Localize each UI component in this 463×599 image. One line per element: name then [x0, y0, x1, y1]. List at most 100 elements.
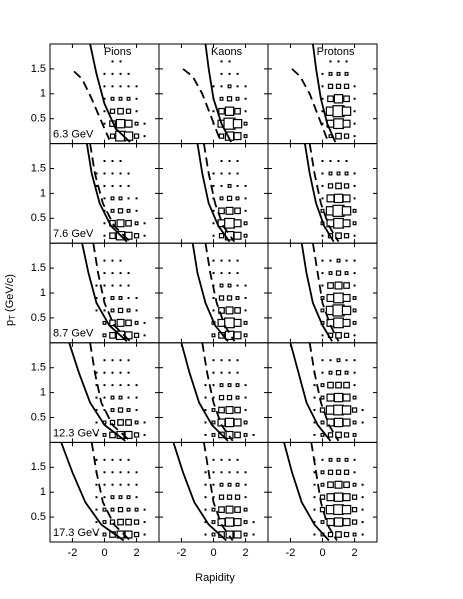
count-box [143, 234, 146, 237]
count-box [220, 72, 223, 75]
count-box [125, 108, 132, 114]
count-box [320, 470, 325, 475]
count-box [345, 359, 348, 362]
count-box [353, 184, 356, 187]
solid-curve [89, 44, 131, 143]
count-box [333, 217, 344, 229]
count-box [352, 482, 357, 487]
y-tick-label: 0.5 [31, 411, 46, 423]
count-box [127, 197, 130, 200]
count-box [328, 370, 333, 375]
count-box [111, 184, 114, 187]
count-box [116, 219, 125, 228]
count-box [143, 508, 146, 511]
count-box [243, 520, 248, 525]
count-box [243, 121, 248, 126]
count-box [95, 296, 98, 299]
y-label-unit: (GeV/c) [4, 274, 16, 312]
count-box [343, 133, 350, 139]
count-box [343, 381, 350, 389]
count-box [244, 197, 247, 200]
solid-curve [180, 342, 229, 442]
count-box [352, 420, 357, 425]
count-box [321, 234, 324, 237]
count-box [218, 295, 225, 301]
count-box [119, 458, 122, 461]
count-box [204, 433, 207, 436]
count-box [226, 494, 233, 500]
solid-curve [172, 442, 227, 542]
count-box [127, 296, 130, 299]
count-box [353, 371, 356, 374]
y-tick-label: 0.5 [31, 113, 46, 125]
count-box [234, 207, 241, 215]
solid-curve [196, 143, 231, 243]
column-title: Pions [104, 46, 132, 58]
count-box [111, 160, 114, 163]
count-box [135, 384, 138, 387]
count-box [321, 72, 324, 75]
count-box [344, 71, 349, 76]
count-box [127, 371, 130, 374]
count-box [236, 259, 239, 262]
count-box [342, 518, 351, 527]
count-box [117, 518, 124, 526]
count-box [327, 95, 334, 103]
count-box [212, 296, 215, 299]
count-box [135, 483, 138, 486]
count-box [110, 296, 115, 300]
count-box [211, 408, 216, 413]
count-box [227, 383, 232, 388]
count-box [110, 408, 115, 413]
count-box [333, 317, 344, 329]
count-box [211, 532, 216, 537]
count-box [111, 172, 114, 175]
count-box [103, 122, 106, 125]
count-box [320, 432, 325, 437]
count-box [135, 471, 138, 474]
count-box [212, 184, 215, 187]
count-box [95, 184, 98, 187]
count-box [236, 184, 239, 187]
count-box [134, 320, 139, 325]
count-box [353, 284, 356, 287]
count-box [103, 496, 106, 499]
count-box [143, 521, 146, 524]
count-box [321, 458, 324, 461]
x-axis-label: Rapidity [195, 572, 235, 584]
count-box [333, 392, 344, 403]
count-box [109, 133, 116, 139]
count-box [218, 107, 225, 115]
x-tick-label: -2 [177, 547, 187, 559]
count-box [343, 95, 350, 103]
count-box [313, 421, 316, 424]
y-tick-label: 1 [40, 187, 46, 199]
count-box [326, 393, 335, 402]
count-box [135, 197, 138, 200]
y-tick-label: 1 [40, 486, 46, 498]
solid-curve [283, 442, 330, 542]
x-tick-label: -2 [68, 547, 78, 559]
count-box [212, 85, 215, 88]
count-box [110, 395, 115, 400]
count-box [333, 492, 344, 502]
count-box [244, 296, 247, 299]
count-box [353, 259, 356, 262]
count-box [143, 334, 146, 337]
count-box [125, 219, 132, 227]
count-box [218, 133, 225, 139]
dashed-curve [90, 442, 131, 542]
count-box [313, 433, 316, 436]
count-box [109, 319, 116, 327]
count-box [235, 96, 240, 101]
count-box [243, 532, 248, 537]
count-box [243, 507, 248, 512]
y-tick-label: 0.5 [31, 212, 46, 224]
y-tick-label: 1.5 [31, 362, 46, 374]
panel-frame [158, 242, 269, 344]
count-box [351, 519, 358, 525]
count-box [321, 334, 324, 337]
count-box [320, 520, 325, 525]
y-tick-label: 1.5 [31, 162, 46, 174]
count-box [313, 508, 316, 511]
